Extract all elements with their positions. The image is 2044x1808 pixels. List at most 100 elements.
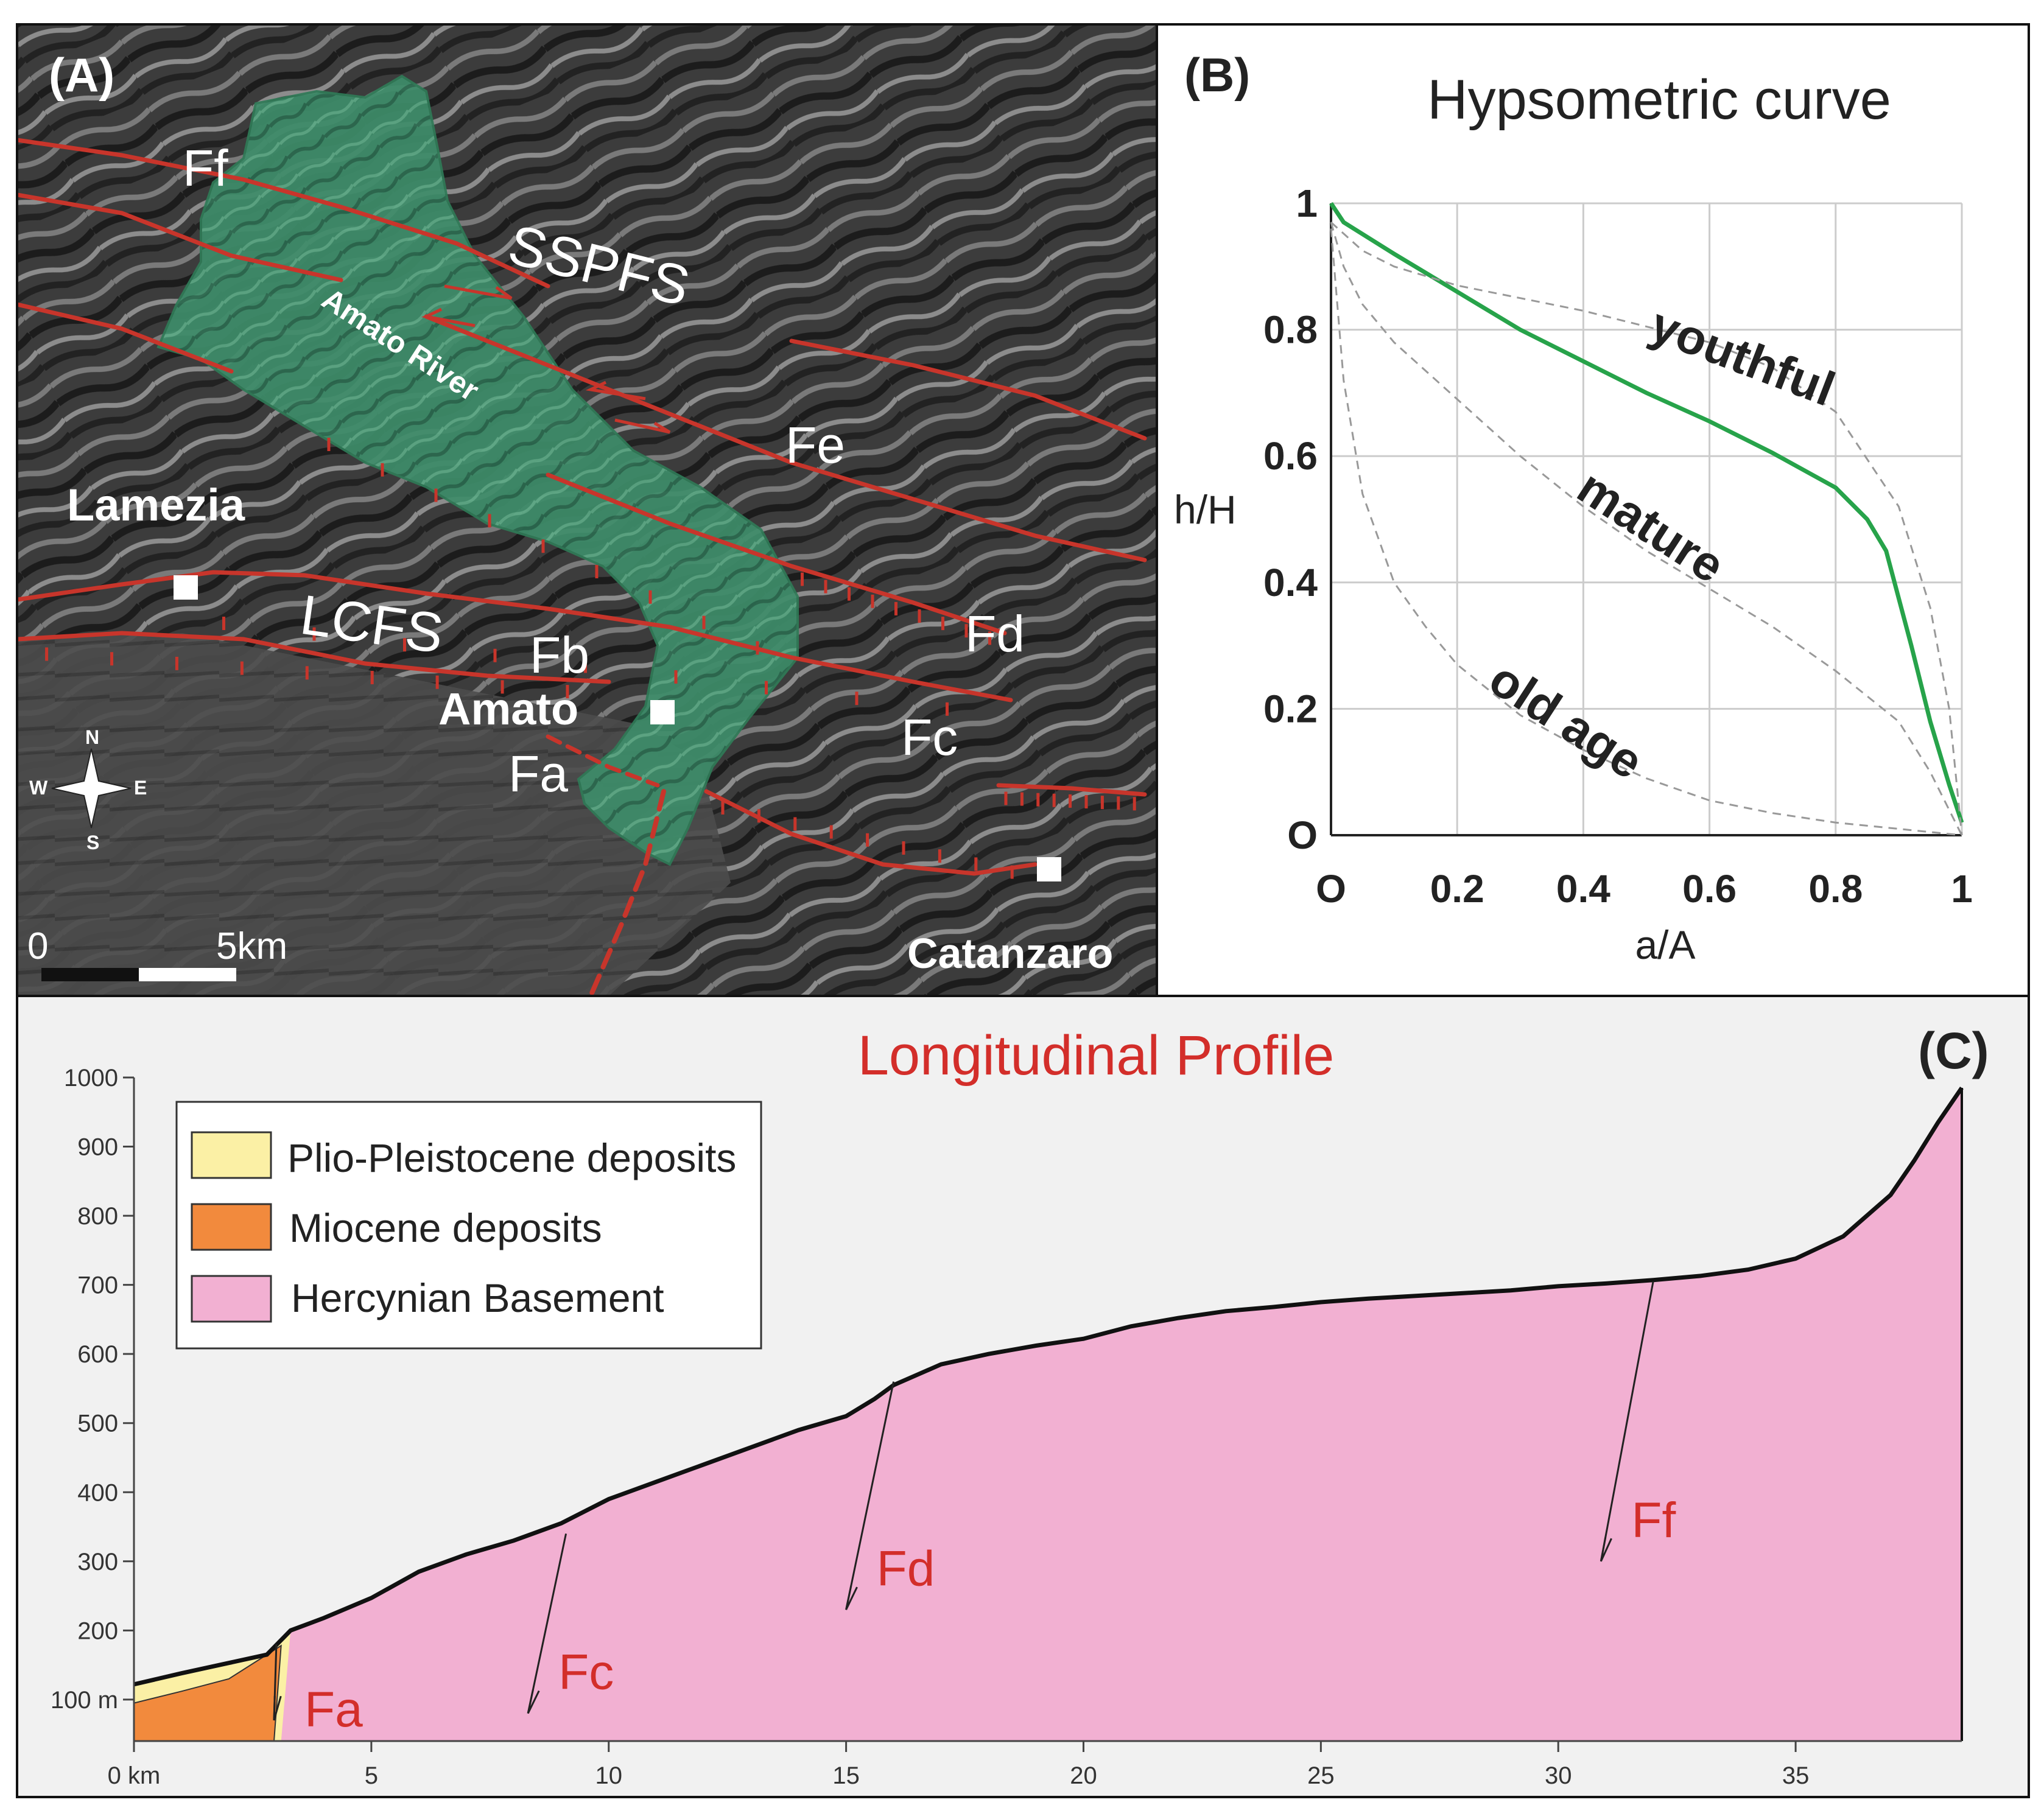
panel-a-label: (A) (49, 48, 114, 102)
x-tick-label: 10 (595, 1762, 622, 1789)
panel-c-profile: Longitudinal Profile (C) 100 m 200 300 400 5… (16, 995, 2030, 1798)
y-tick-label: 700 (77, 1272, 118, 1299)
y-tick-label: 900 (77, 1134, 118, 1161)
profile-axes: 100 m 200 300 400 500 600 700 800 900 1000 0 km 5 10… (51, 1065, 1962, 1789)
fault-label-fc: Fc (901, 709, 958, 766)
y-tick-label: 500 (77, 1410, 118, 1437)
legend-swatch-plio (191, 1131, 272, 1179)
x-tick-label: 0.2 (1430, 867, 1484, 911)
fault-line-fc (527, 1533, 567, 1714)
town-label-catanzaro: Catanzaro (907, 930, 1113, 977)
fault-label-ff: Ff (183, 139, 228, 197)
panel-c-title: Longitudinal Profile (858, 1025, 1335, 1087)
x-tick-label: 30 (1545, 1762, 1572, 1789)
y-tick-label: 600 (77, 1341, 118, 1368)
y-tick-label: O (1287, 813, 1318, 857)
legend-label-plio: Plio-Pleistocene deposits (287, 1135, 736, 1180)
y-tick-label: 200 (77, 1617, 118, 1644)
hypso-grid (1330, 202, 1963, 836)
hypso-tick-labels: OO 0.2 0.2 0.4 0.4 0.6 0.6 0.8 0.8 1 1 (1263, 181, 1973, 911)
scale-end-label: 5km (216, 925, 287, 967)
river-profile-line (133, 1087, 1964, 1687)
fault-label-fe: Fe (785, 416, 845, 474)
fault-line-fd (845, 1381, 895, 1610)
profile-units (133, 1087, 1964, 1742)
fault-arrow-icon (273, 1695, 282, 1721)
fault-fe-trace (424, 314, 1147, 562)
x-tick-label: O (1316, 867, 1346, 911)
town-marker-catanzaro (1037, 857, 1061, 881)
hypso-curves (1329, 202, 1964, 836)
fault-arrow-icon (527, 1689, 540, 1714)
fault-fe-upper (789, 338, 1147, 441)
panel-b-title: Hypsometric curve (1427, 69, 1891, 131)
hercynian-basement-area (134, 1088, 1962, 1741)
x-tick-label: 0.4 (1556, 867, 1610, 911)
profile-fault-label-fa: Fa (304, 1682, 363, 1737)
legend-swatch-miocene (191, 1203, 272, 1251)
x-tick-label: 0.6 (1682, 867, 1737, 911)
y-tick-label: 100 m (51, 1687, 118, 1714)
fault-amato-trace (588, 789, 666, 996)
fault-lines (17, 138, 1147, 996)
legend-label-miocene: Miocene deposits (289, 1205, 602, 1250)
scale-bar: 0 5km (27, 925, 287, 981)
fault-east-trace (996, 783, 1147, 797)
legend-box (175, 1101, 762, 1350)
x-tick-label: 25 (1307, 1762, 1335, 1789)
x-tick-label: 0.8 (1808, 867, 1863, 911)
profile-faults: Fa Fc Fd Ff (273, 1281, 1676, 1737)
hypso-ylabel: h/H (1174, 487, 1237, 532)
fault-arrow-icon (845, 1585, 858, 1610)
lowland-plain (17, 633, 731, 996)
profile-fault-label-fc: Fc (558, 1645, 614, 1700)
y-tick-label: 1 (1296, 181, 1318, 225)
compass-e: E (134, 777, 147, 799)
strike-slip-arrows (421, 284, 671, 434)
y-tick-label: 300 (77, 1549, 118, 1575)
compass-rose: N S W E (29, 726, 147, 853)
reference-curve-mature (1330, 222, 1963, 836)
y-tick-label: 0.2 (1263, 687, 1318, 731)
fault-ssp-1 (17, 192, 343, 282)
profile-fault-label-ff: Ff (1631, 1493, 1676, 1548)
x-tick-label: 35 (1782, 1762, 1810, 1789)
legend-swatch-hercynian (191, 1275, 272, 1323)
town-label-lamezia: Lamezia (67, 480, 245, 530)
y-tick-label: 0.8 (1263, 308, 1318, 352)
compass-n: N (85, 726, 99, 748)
town-marker-lamezia (174, 575, 198, 600)
fault-ff-trace (17, 138, 550, 289)
panel-b-hypsometric: (B) Hypsometric curve OO 0.2 0.2 0.4 0.4 0.6 0… (1156, 23, 2030, 997)
x-tick-label: 5 (365, 1762, 378, 1789)
y-tick-label: 0.4 (1263, 561, 1318, 604)
x-tick-label: 1 (1951, 867, 1973, 911)
town-markers (174, 575, 1061, 881)
y-tick-label: 800 (77, 1203, 118, 1230)
fault-label-fb: Fb (530, 626, 589, 684)
amato-basin-curve (1329, 202, 1964, 824)
x-tick-label: 20 (1070, 1762, 1097, 1789)
fault-arrow-icon (1600, 1537, 1612, 1562)
fault-line-ff (1600, 1281, 1654, 1562)
y-tick-label: 0.6 (1263, 434, 1318, 478)
town-label-amato: Amato (438, 684, 578, 734)
fault-fb-trace (17, 570, 1013, 703)
panel-c-label: (C) (1918, 1022, 1989, 1079)
fault-lcfs-trace (17, 631, 611, 684)
hypso-xlabel: a/A (1635, 922, 1695, 967)
town-marker-amato (650, 700, 675, 724)
fault-fc-trace (704, 789, 1038, 876)
profile-fault-label-fd: Fd (877, 1541, 935, 1596)
fault-ssp-2 (17, 302, 234, 374)
fault-fd-trace (546, 472, 1007, 636)
reference-curve-old-age (1330, 228, 1962, 836)
fault-label-fa: Fa (508, 745, 568, 802)
fault-label-fd: Fd (965, 605, 1025, 662)
compass-s: S (86, 832, 99, 853)
legend-label-hercynian: Hercynian Basement (291, 1275, 664, 1320)
x-tick-label: 0 km (108, 1762, 161, 1789)
x-tick-label: 15 (832, 1762, 860, 1789)
compass-w: W (29, 777, 48, 799)
